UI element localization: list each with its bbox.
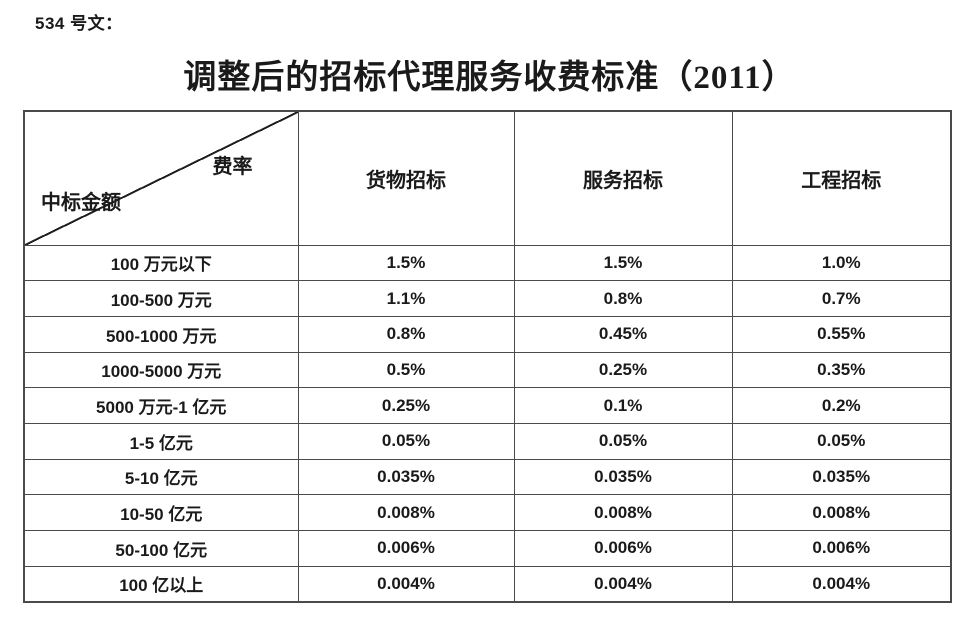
rate-cell: 1.5% [297,244,515,282]
rate-cell: 0.25% [297,387,515,424]
table-row: 500-1000 万元 0.8% 0.45% 0.55% [23,315,952,353]
table-row: 50-100 亿元 0.006% 0.006% 0.006% [23,530,952,567]
diagonal-corner-cell: 费率 中标金额 [23,110,299,246]
table-row: 100 亿以上 0.004% 0.004% 0.004% [23,565,952,603]
rate-cell: 0.8% [297,315,515,353]
rate-cell: 0.035% [731,458,952,496]
page-title: 调整后的招标代理服务收费标准（2011） [183,60,796,96]
column-header-goods-bidding: 货物招标 [297,110,515,246]
table-row: 5000 万元-1 亿元 0.25% 0.1% 0.2% [23,387,952,424]
amount-range-cell: 10-50 亿元 [23,494,299,531]
rate-cell: 0.2% [731,387,952,424]
amount-range-cell: 50-100 亿元 [23,530,299,567]
table-header: 费率 中标金额 货物招标 服务招标 工程招标 [23,110,952,246]
rate-cell: 0.5% [297,351,515,389]
rate-cell: 0.006% [731,530,952,567]
rate-cell: 0.8% [513,280,733,317]
table-row: 1-5 亿元 0.05% 0.05% 0.05% [23,422,952,460]
rate-cell: 0.1% [513,387,733,424]
rate-cell: 0.008% [513,494,733,531]
rate-cell: 0.035% [297,458,515,496]
column-header-service-bidding: 服务招标 [513,110,733,246]
rate-cell: 0.05% [731,422,952,460]
rate-cell: 0.004% [297,565,515,603]
amount-range-cell: 500-1000 万元 [23,315,299,353]
rate-cell: 0.55% [731,315,952,353]
fee-standard-table: 费率 中标金额 货物招标 服务招标 工程招标 100 万元以下 1.5% 1.5… [23,110,952,603]
rate-cell: 0.008% [731,494,952,531]
rate-cell: 0.004% [731,565,952,603]
corner-label-fee-rate: 费率 [212,156,253,178]
amount-range-cell: 100-500 万元 [23,280,299,317]
rate-cell: 0.008% [297,494,515,531]
rate-cell: 0.7% [731,280,952,317]
rate-cell: 0.05% [297,422,515,460]
document-number-label: 534 号文： [35,14,123,33]
rate-cell: 0.006% [297,530,515,567]
table-row: 1000-5000 万元 0.5% 0.25% 0.35% [23,351,952,389]
rate-cell: 1.1% [297,280,515,317]
table-row: 5-10 亿元 0.035% 0.035% 0.035% [23,458,952,496]
rate-cell: 0.006% [513,530,733,567]
amount-range-cell: 5000 万元-1 亿元 [23,387,299,424]
corner-label-bid-amount: 中标金额 [41,192,121,214]
rate-cell: 0.35% [731,351,952,389]
table-row: 10-50 亿元 0.008% 0.008% 0.008% [23,494,952,531]
rate-cell: 1.0% [731,244,952,282]
rate-cell: 0.05% [513,422,733,460]
rate-cell: 0.45% [513,315,733,353]
rate-cell: 0.004% [513,565,733,603]
amount-range-cell: 1000-5000 万元 [23,351,299,389]
amount-range-cell: 1-5 亿元 [23,422,299,460]
amount-range-cell: 100 亿以上 [23,565,299,603]
column-header-engineering-bidding: 工程招标 [731,110,952,246]
rate-cell: 0.035% [513,458,733,496]
header-row: 费率 中标金额 货物招标 服务招标 工程招标 [23,110,952,246]
amount-range-cell: 5-10 亿元 [23,458,299,496]
amount-range-cell: 100 万元以下 [23,244,299,282]
rate-cell: 0.25% [513,351,733,389]
table-row: 100-500 万元 1.1% 0.8% 0.7% [23,280,952,317]
table-row: 100 万元以下 1.5% 1.5% 1.0% [23,244,952,282]
table-body: 100 万元以下 1.5% 1.5% 1.0% 100-500 万元 1.1% … [23,244,952,603]
rate-cell: 1.5% [513,244,733,282]
